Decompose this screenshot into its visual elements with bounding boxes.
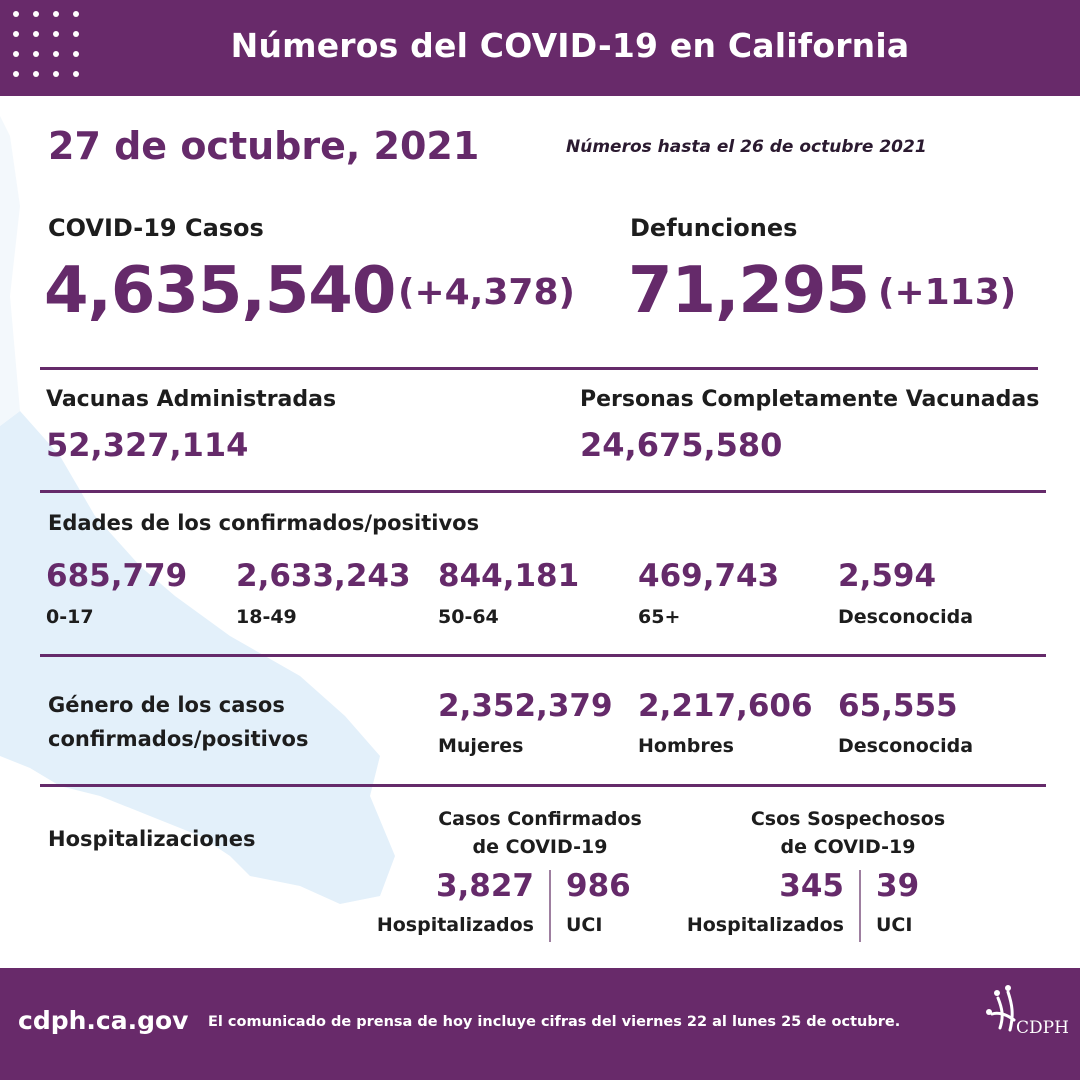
gender-label: Hombres bbox=[638, 735, 734, 757]
deaths-delta: (+113) bbox=[878, 272, 1017, 313]
cases-delta: (+4,378) bbox=[398, 272, 575, 313]
data-as-of-note: Números hasta el 26 de octubre 2021 bbox=[566, 137, 927, 157]
ages-label: Edades de los confirmados/positivos bbox=[48, 511, 480, 535]
fully-vaccinated-total: 24,675,580 bbox=[580, 426, 783, 464]
confirmed-hospitalized-label: Hospitalizados bbox=[376, 914, 534, 936]
suspected-hospitalized-label: Hospitalizados bbox=[686, 914, 844, 936]
age-value: 2,594 bbox=[838, 558, 937, 594]
suspected-icu-label: UCI bbox=[876, 914, 913, 936]
deaths-total: 71,295 bbox=[628, 254, 870, 328]
age-value: 844,181 bbox=[438, 558, 580, 594]
footer-note: El comunicado de prensa de hoy incluye c… bbox=[208, 1014, 901, 1030]
suspected-icu-value: 39 bbox=[876, 868, 920, 904]
gender-label: Desconocida bbox=[838, 735, 974, 757]
age-label: 0-17 bbox=[46, 606, 94, 628]
california-map-graphic bbox=[0, 116, 395, 904]
age-label: 18-49 bbox=[236, 606, 297, 628]
age-label: 65+ bbox=[638, 606, 681, 628]
header-bar: Números del COVID-19 en California bbox=[0, 0, 1080, 96]
gender-label-line2: confirmados/positivos bbox=[48, 727, 309, 751]
deaths-label: Defunciones bbox=[630, 214, 798, 242]
footer-bar bbox=[0, 968, 1080, 1080]
divider bbox=[40, 654, 1046, 657]
age-value: 685,779 bbox=[46, 558, 188, 594]
divider bbox=[40, 784, 1046, 787]
divider bbox=[40, 490, 1046, 493]
suspected-title-line1: Csos Sospechosos bbox=[750, 808, 946, 830]
age-value: 469,743 bbox=[638, 558, 780, 594]
gender-value: 2,352,379 bbox=[438, 688, 613, 724]
age-label: Desconocida bbox=[838, 606, 974, 628]
column-divider bbox=[549, 870, 551, 942]
dots-decoration-icon bbox=[13, 11, 79, 77]
age-label: 50-64 bbox=[438, 606, 499, 628]
confirmed-title-line2: de COVID-19 bbox=[472, 836, 608, 858]
confirmed-icu-label: UCI bbox=[566, 914, 603, 936]
confirmed-title-line1: Casos Confirmados bbox=[438, 808, 642, 830]
vaccines-label: Vacunas Administradas bbox=[46, 387, 337, 412]
cdph-logo-icon bbox=[986, 985, 1016, 1032]
cases-total: 4,635,540 bbox=[44, 254, 396, 328]
suspected-title-line2: de COVID-19 bbox=[780, 836, 916, 858]
vaccines-total: 52,327,114 bbox=[46, 426, 249, 464]
hospitalizations-label: Hospitalizaciones bbox=[48, 827, 256, 851]
divider bbox=[40, 367, 1038, 370]
suspected-hospitalized-value: 345 bbox=[779, 868, 844, 904]
gender-label-line1: Género de los casos bbox=[48, 693, 285, 717]
fully-vaccinated-label: Personas Completamente Vacunadas bbox=[580, 387, 1040, 412]
gender-value: 65,555 bbox=[838, 688, 958, 724]
cases-label: COVID-19 Casos bbox=[48, 214, 264, 242]
page-title: Números del COVID-19 en California bbox=[230, 26, 910, 65]
confirmed-hospitalized-value: 3,827 bbox=[435, 868, 534, 904]
age-value: 2,633,243 bbox=[236, 558, 411, 594]
gender-label: Mujeres bbox=[438, 735, 524, 757]
confirmed-icu-value: 986 bbox=[566, 868, 631, 904]
cdph-logo-text: CDPH bbox=[1016, 1018, 1069, 1038]
report-date: 27 de octubre, 2021 bbox=[48, 124, 480, 168]
column-divider bbox=[859, 870, 861, 942]
website-link[interactable]: cdph.ca.gov bbox=[18, 1006, 189, 1035]
gender-value: 2,217,606 bbox=[638, 688, 813, 724]
